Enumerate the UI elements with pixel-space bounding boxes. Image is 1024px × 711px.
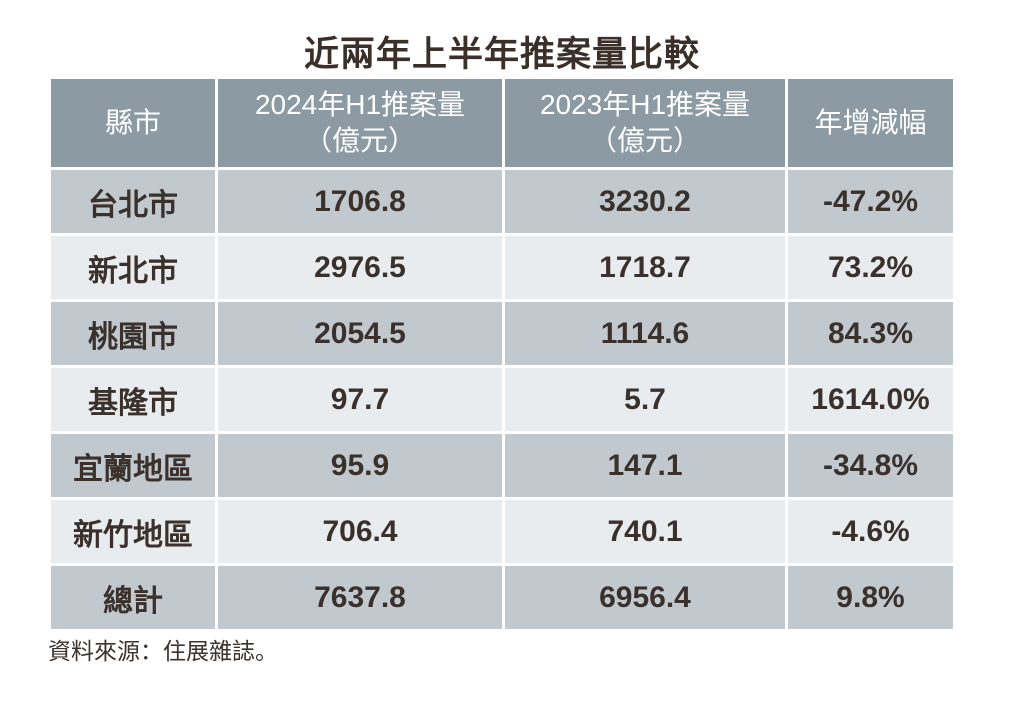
data-source-note: 資料來源：住展雜誌。	[48, 638, 278, 664]
cell-city: 總計	[51, 566, 215, 629]
cell-yoy: -47.2%	[788, 170, 953, 233]
header-city: 縣市	[51, 79, 215, 167]
comparison-table: 縣市 2024年H1推案量 （億元） 2023年H1推案量 （億元） 年增減幅 …	[51, 79, 953, 629]
cell-city: 基隆市	[51, 368, 215, 431]
cell-2023: 3230.2	[505, 170, 785, 233]
cell-yoy: 1614.0%	[788, 368, 953, 431]
cell-2024: 2054.5	[218, 302, 502, 365]
page-title: 近兩年上半年推案量比較	[303, 35, 700, 74]
header-2023-h1: 2023年H1推案量 （億元）	[505, 79, 785, 167]
header-2024-h1: 2024年H1推案量 （億元）	[218, 79, 502, 167]
cell-2023: 147.1	[505, 434, 785, 497]
cell-2024: 7637.8	[218, 566, 502, 629]
cell-2024: 2976.5	[218, 236, 502, 299]
cell-2024: 706.4	[218, 500, 502, 563]
cell-2023: 740.1	[505, 500, 785, 563]
cell-yoy: -4.6%	[788, 500, 953, 563]
cell-2024: 1706.8	[218, 170, 502, 233]
cell-city: 桃園市	[51, 302, 215, 365]
cell-yoy: 9.8%	[788, 566, 953, 629]
cell-2024: 95.9	[218, 434, 502, 497]
cell-yoy: 84.3%	[788, 302, 953, 365]
cell-2024: 97.7	[218, 368, 502, 431]
cell-yoy: -34.8%	[788, 434, 953, 497]
cell-city: 台北市	[51, 170, 215, 233]
cell-city: 新竹地區	[51, 500, 215, 563]
cell-city: 宜蘭地區	[51, 434, 215, 497]
cell-2023: 1114.6	[505, 302, 785, 365]
cell-yoy: 73.2%	[788, 236, 953, 299]
cell-city: 新北市	[51, 236, 215, 299]
cell-2023: 6956.4	[505, 566, 785, 629]
cell-2023: 5.7	[505, 368, 785, 431]
cell-2023: 1718.7	[505, 236, 785, 299]
header-yoy: 年增減幅	[788, 79, 953, 167]
